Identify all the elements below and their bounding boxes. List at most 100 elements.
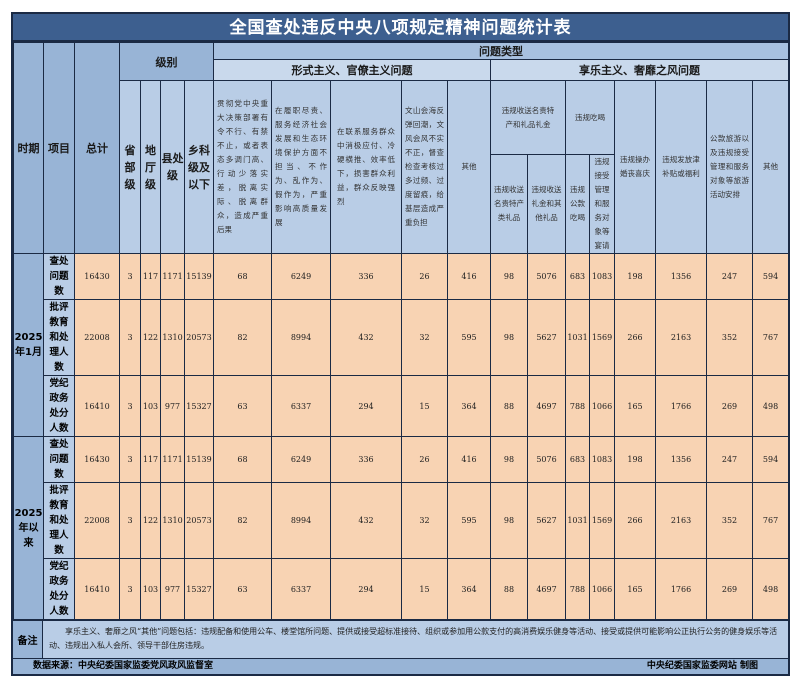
value-cell: 8994 [271, 482, 331, 559]
header-weddings: 违规操办婚丧喜庆 [614, 80, 656, 254]
value-cell: 269 [706, 558, 753, 620]
value-cell: 683 [565, 253, 590, 300]
value-cell: 1356 [655, 436, 707, 483]
value-cell: 364 [447, 558, 491, 620]
value-cell: 117 [140, 253, 161, 300]
value-cell: 683 [565, 436, 590, 483]
value-cell: 1310 [160, 299, 185, 376]
value-cell: 16410 [74, 558, 120, 620]
value-cell: 788 [565, 375, 590, 437]
table-row: 2025年以来 查处问题数 16430 3 117 1171 15139 68 6249 336 2… [13, 436, 790, 620]
value-cell: 103 [140, 375, 161, 437]
header-level-bureau: 地厅级 [140, 80, 161, 254]
header-meals: 违规吃喝 [565, 80, 615, 155]
value-cell: 1569 [589, 482, 615, 559]
value-cell: 432 [330, 482, 402, 559]
data-source: 数据来源：中央纪委国家监委党风政风监督室 [33, 661, 214, 671]
table-row: 2025年1月 查处问题数 16430 3 117 1171 15139 68 6249 336 2… [13, 253, 790, 437]
value-cell: 82 [213, 482, 272, 559]
item-cell: 党纪政务处分人数 [43, 375, 75, 437]
header-subsidies: 违规发放津补贴或福利 [655, 80, 707, 254]
value-cell: 198 [614, 436, 656, 483]
value-cell: 3 [119, 482, 141, 559]
value-cell: 16410 [74, 375, 120, 437]
value-cell: 266 [614, 482, 656, 559]
notes-text: 享乐主义、奢靡之风“其他”问题包括：违规配备和使用公车、楼堂馆所问题、提供或接受… [49, 627, 778, 650]
value-cell: 294 [330, 558, 402, 620]
table-title: 全国查处违反中央八项规定精神问题统计表 [13, 14, 788, 42]
value-cell: 1083 [589, 436, 615, 483]
value-cell: 3 [119, 375, 141, 437]
value-cell: 1766 [655, 375, 707, 437]
value-cell: 6337 [271, 375, 331, 437]
value-cell: 15139 [184, 253, 214, 300]
statistics-table: 时期 项目 总计 级别 问题类型 形式主义、官僚主义问题 享乐主义、奢靡之风问题… [13, 42, 790, 620]
header-formalism-1: 贯彻党中央重大决策部署有令不行、有禁不止，或者表态多调门高、行动少落实差，脱离实… [213, 80, 272, 254]
header-formalism-4: 文山会海反弹回潮，文风会风不实不正，督查检查考核过多过频、过度留痕，给基层造成严… [401, 80, 448, 254]
credit: 中央纪委国家监委网站 制图 [646, 661, 758, 671]
header-formalism-other: 其他 [447, 80, 491, 254]
value-cell: 26 [401, 436, 448, 483]
table-body: 2025年1月 查处问题数 16430 3 117 1171 15139 68 6249 336 2… [13, 253, 790, 620]
value-cell: 1171 [160, 436, 185, 483]
table-row: 批评教育和处理人数 22008 3 122 1310 20573 82 8994 432 32 59… [14, 299, 790, 376]
value-cell: 352 [706, 482, 753, 559]
value-cell: 4697 [527, 558, 566, 620]
value-cell: 68 [213, 253, 272, 300]
value-cell: 416 [447, 436, 491, 483]
header-meals-banquet: 违规接受管理和服务对象等宴请 [589, 154, 615, 254]
value-cell: 22008 [74, 299, 120, 376]
period-cell: 2025年1月 [13, 253, 44, 437]
table-row: 党纪政务处分人数 16410 3 103 977 15327 63 6337 294 15 364 8… [14, 558, 790, 620]
value-cell: 2163 [655, 482, 707, 559]
value-cell: 1066 [589, 558, 615, 620]
value-cell: 6249 [271, 253, 331, 300]
value-cell: 432 [330, 299, 402, 376]
value-cell: 82 [213, 299, 272, 376]
value-cell: 98 [490, 482, 528, 559]
value-cell: 3 [119, 253, 141, 300]
value-cell: 1171 [160, 253, 185, 300]
value-cell: 5076 [527, 436, 566, 483]
value-cell: 88 [490, 375, 528, 437]
value-cell: 336 [330, 436, 402, 483]
header-travel: 公款旅游以及违规接受管理和服务对象等旅游活动安排 [706, 80, 753, 254]
item-cell: 查处问题数 [43, 253, 75, 300]
value-cell: 16430 [74, 436, 120, 483]
header-gifts: 违规收送名贵特产和礼品礼金 [490, 80, 566, 155]
value-cell: 15139 [184, 436, 214, 483]
value-cell: 1310 [160, 482, 185, 559]
value-cell: 1356 [655, 253, 707, 300]
header-gifts-money: 违规收送礼金和其他礼品 [527, 154, 566, 254]
item-cell: 党纪政务处分人数 [43, 558, 75, 620]
header-problem-type: 问题类型 [212, 42, 790, 60]
header-hedonism: 享乐主义、奢靡之风问题 [489, 59, 790, 81]
value-cell: 594 [751, 436, 790, 483]
value-cell: 63 [213, 375, 272, 437]
value-cell: 595 [447, 299, 491, 376]
header-level-provincial: 省部级 [119, 80, 141, 254]
value-cell: 98 [490, 253, 528, 300]
value-cell: 977 [160, 375, 185, 437]
value-cell: 198 [614, 253, 656, 300]
value-cell: 336 [330, 253, 402, 300]
value-cell: 63 [213, 558, 272, 620]
value-cell: 5076 [527, 253, 566, 300]
value-cell: 1031 [565, 482, 590, 559]
header-formalism-2: 在履职尽责、服务经济社会发展和生态环境保护方面不担当、不作为、乱作为、假作为，严… [271, 80, 331, 254]
value-cell: 364 [447, 375, 491, 437]
value-cell: 352 [706, 299, 753, 376]
value-cell: 22008 [74, 482, 120, 559]
value-cell: 15327 [184, 375, 214, 437]
value-cell: 977 [160, 558, 185, 620]
value-cell: 122 [140, 482, 161, 559]
header-formalism-3: 在联系服务群众中消极应付、冷硬横推、效率低下，损害群众利益，群众反映强烈 [330, 80, 402, 254]
header-period: 时期 [13, 42, 44, 254]
value-cell: 68 [213, 436, 272, 483]
value-cell: 98 [490, 299, 528, 376]
value-cell: 165 [614, 375, 656, 437]
value-cell: 788 [565, 558, 590, 620]
value-cell: 767 [751, 299, 790, 376]
value-cell: 294 [330, 375, 402, 437]
value-cell: 15 [401, 558, 448, 620]
